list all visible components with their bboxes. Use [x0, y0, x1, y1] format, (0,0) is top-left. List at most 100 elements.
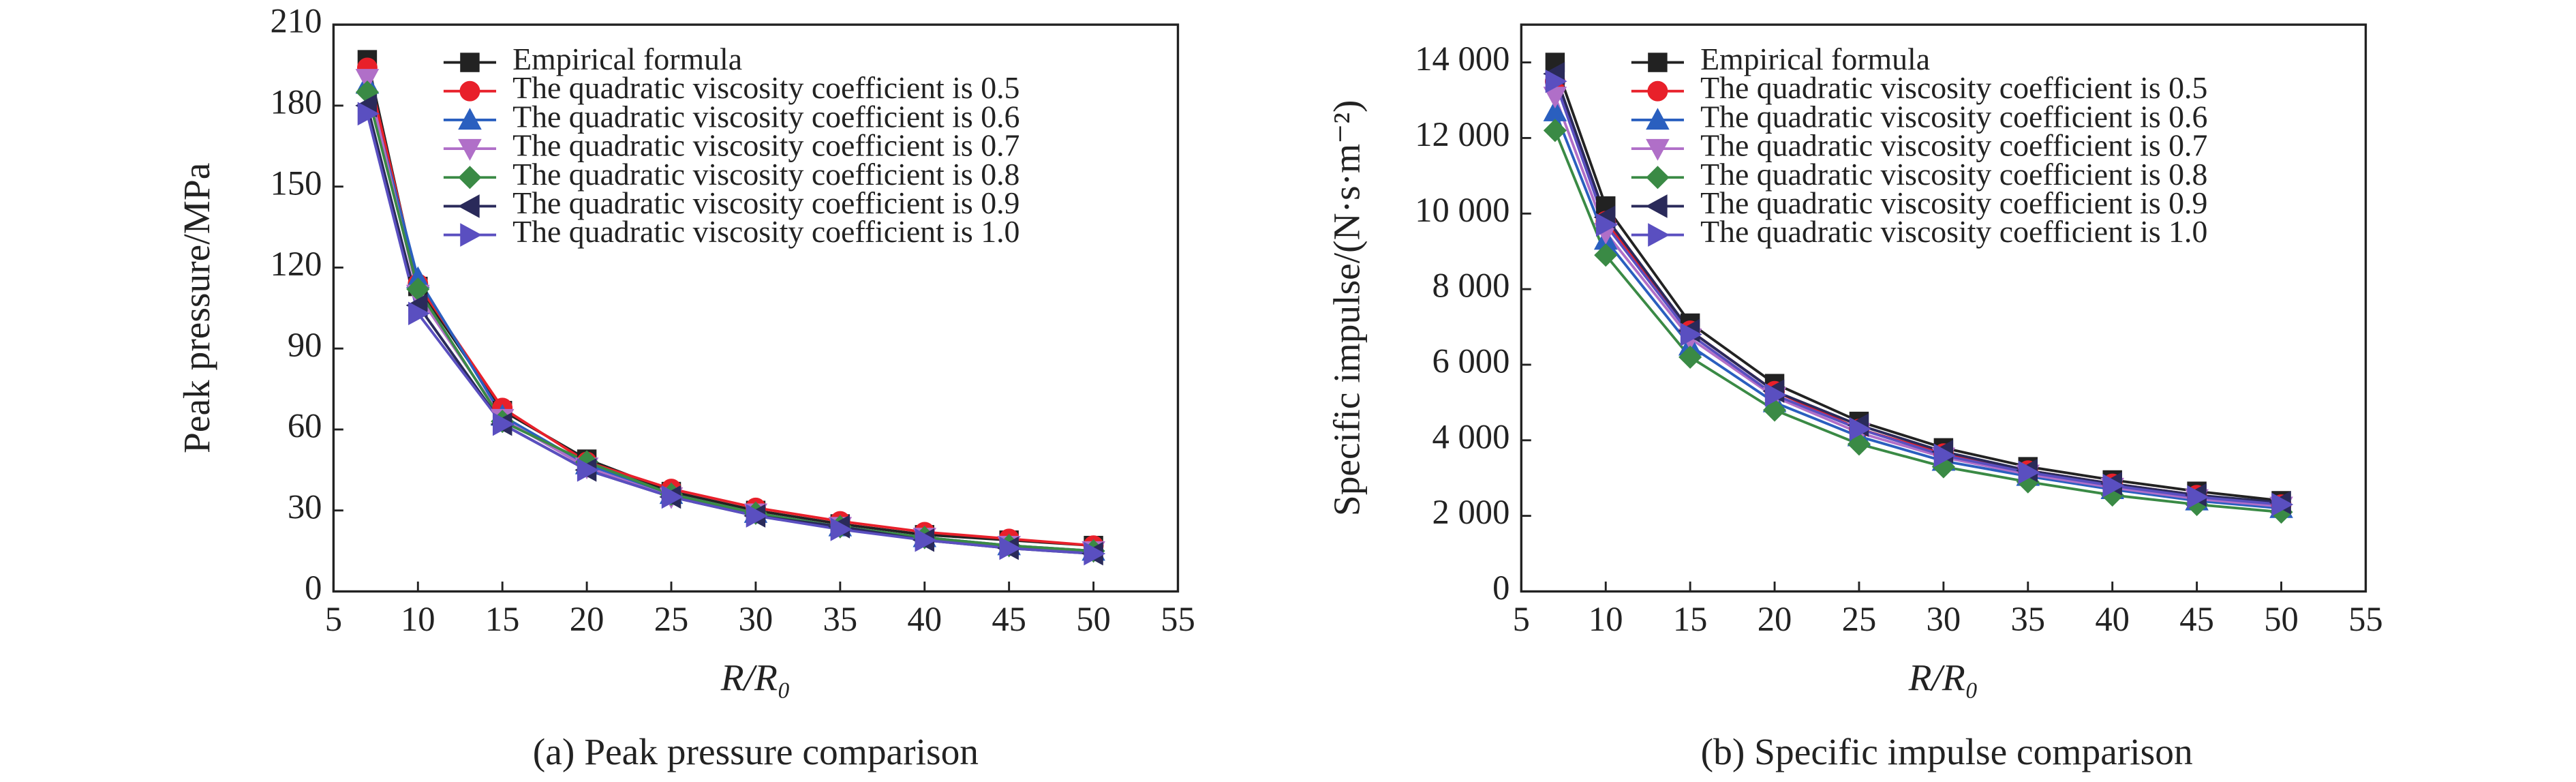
series-line	[1554, 73, 2282, 505]
marker	[1763, 398, 1787, 422]
series-line	[366, 113, 1094, 555]
legend-marker	[458, 138, 482, 161]
y-tick-label: 90	[288, 326, 322, 364]
marker	[408, 301, 430, 326]
x-tick-label: 25	[654, 600, 689, 638]
marker	[492, 412, 515, 436]
marker	[1933, 443, 1956, 468]
y-tick-label: 4 000	[1432, 417, 1510, 455]
legend-label: The quadratic viscosity coefficient is 1…	[1700, 214, 2207, 249]
y-tick-label: 150	[271, 164, 322, 202]
marker	[355, 69, 380, 91]
x-tick-label: 40	[2095, 600, 2130, 638]
marker	[915, 528, 937, 552]
marker	[1849, 417, 1871, 441]
legend-label: Empirical formula	[512, 42, 742, 76]
marker	[999, 536, 1022, 560]
caption: (a) Peak pressure comparison	[533, 731, 979, 772]
x-tick-label: 15	[1673, 600, 1708, 638]
legend-label: The quadratic viscosity coefficient is 1…	[512, 214, 1019, 249]
y-tick-label: 6 000	[1432, 342, 1510, 380]
marker	[1764, 383, 1787, 407]
legend-label: The quadratic viscosity coefficient is 0…	[512, 70, 1019, 105]
marker	[1596, 213, 1618, 237]
marker	[2271, 492, 2294, 517]
legend-label: The quadratic viscosity coefficient is 0…	[512, 99, 1019, 134]
marker	[357, 102, 380, 126]
x-tick-label: 40	[907, 600, 942, 638]
y-tick-label: 10 000	[1415, 191, 1509, 229]
x-axis-label: R/R₀	[720, 657, 791, 699]
marker	[2018, 460, 2040, 485]
series-line	[1554, 95, 2282, 508]
legend-marker	[460, 52, 480, 72]
x-axis-label: R/R₀	[1908, 657, 1978, 699]
legend-label: The quadratic viscosity coefficient is 0…	[1700, 157, 2207, 192]
y-tick-label: 60	[288, 407, 322, 445]
x-tick-label: 50	[1076, 600, 1111, 638]
x-tick-label: 35	[2010, 600, 2045, 638]
x-tick-label: 10	[1589, 600, 1623, 638]
legend-marker	[1645, 194, 1668, 218]
x-tick-label: 5	[325, 600, 342, 638]
marker	[2187, 485, 2209, 509]
legend-label: The quadratic viscosity coefficient is 0…	[1700, 128, 2207, 163]
y-tick-label: 2 000	[1432, 493, 1510, 531]
x-tick-label: 30	[739, 600, 773, 638]
legend-marker	[458, 108, 482, 130]
marker	[1847, 432, 1871, 456]
legend-marker	[460, 223, 482, 247]
y-tick-label: 0	[305, 569, 322, 607]
series-line	[1554, 110, 2282, 510]
y-tick-label: 30	[288, 487, 322, 526]
legend-marker	[1648, 223, 1670, 247]
series-line	[1554, 61, 2282, 502]
x-tick-label: 50	[2264, 600, 2299, 638]
x-tick-label: 10	[401, 600, 435, 638]
legend-marker	[1647, 80, 1668, 102]
series-line	[1554, 80, 2282, 506]
series-line	[366, 91, 1094, 553]
legend-marker	[1646, 166, 1670, 190]
legend-label: Empirical formula	[1700, 42, 1930, 76]
legend-label: The quadratic viscosity coefficient is 0…	[512, 157, 1019, 192]
x-tick-label: 30	[1927, 600, 1961, 638]
marker	[1545, 69, 1567, 93]
legend-marker	[457, 194, 480, 218]
marker	[1594, 243, 1618, 267]
y-axis-label: Specific impulse/(N·s·m⁻²)	[1325, 100, 1367, 517]
legend-marker	[1646, 108, 1670, 130]
legend-marker	[458, 166, 482, 190]
y-tick-label: 12 000	[1415, 115, 1509, 153]
x-tick-label: 45	[2179, 600, 2214, 638]
y-tick-label: 180	[271, 83, 322, 121]
legend-label: The quadratic viscosity coefficient is 0…	[512, 128, 1019, 163]
x-tick-label: 5	[1513, 600, 1530, 638]
legend-marker	[1648, 52, 1668, 72]
marker	[746, 504, 768, 528]
series-line	[1554, 130, 2282, 514]
legend-label: The quadratic viscosity coefficient is 0…	[1700, 70, 2207, 105]
x-tick-label: 55	[2348, 600, 2383, 638]
marker	[661, 485, 684, 509]
marker	[1543, 119, 1567, 142]
caption: (b) Specific impulse comparison	[1701, 731, 2193, 772]
y-tick-label: 120	[271, 245, 322, 283]
marker	[2102, 474, 2125, 498]
marker	[1084, 541, 1106, 566]
legend-label: The quadratic viscosity coefficient is 0…	[1700, 99, 2207, 134]
x-tick-label: 25	[1842, 600, 1877, 638]
x-tick-label: 20	[570, 600, 604, 638]
y-tick-label: 0	[1492, 569, 1509, 607]
legend-marker	[1646, 138, 1670, 161]
marker	[830, 517, 853, 541]
marker	[577, 458, 599, 482]
marker	[1680, 322, 1702, 346]
y-tick-label: 14 000	[1415, 40, 1509, 78]
x-tick-label: 35	[823, 600, 858, 638]
marker	[1678, 345, 1702, 369]
y-tick-label: 8 000	[1432, 267, 1510, 305]
x-tick-label: 20	[1758, 600, 1792, 638]
y-tick-label: 210	[271, 2, 322, 40]
